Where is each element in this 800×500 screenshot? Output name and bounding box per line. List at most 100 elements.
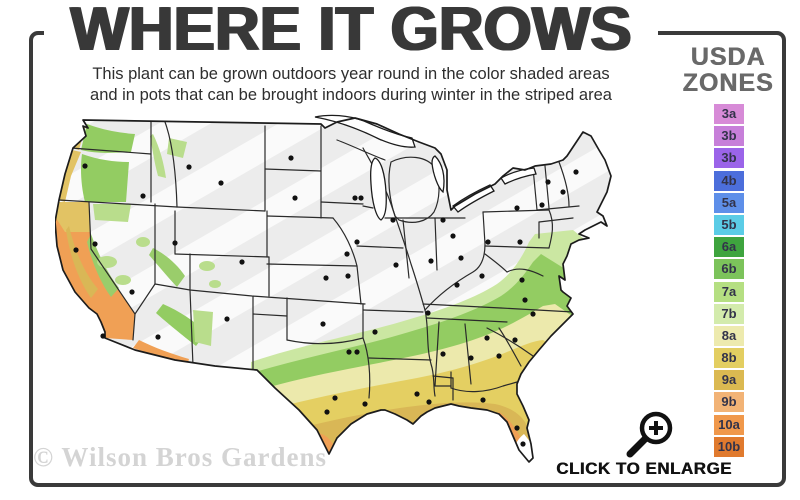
lake-erie <box>452 184 495 213</box>
city-dot <box>354 349 360 355</box>
usda-zones-heading: USDA ZONES <box>676 44 780 96</box>
city-dot <box>560 189 566 195</box>
new-mexico-green <box>193 310 213 346</box>
usda-heading-line-1: USDA <box>690 43 766 71</box>
colorado-green-patch <box>199 261 215 271</box>
city-dot <box>186 164 192 170</box>
city-dot <box>428 258 434 264</box>
city-dot <box>354 239 360 245</box>
city-dot <box>140 193 146 199</box>
city-dot <box>155 334 161 340</box>
city-dot <box>346 349 352 355</box>
city-dot <box>393 262 399 268</box>
city-dot <box>352 195 358 201</box>
city-dot <box>520 441 526 447</box>
oregon-coast-gold <box>58 150 81 202</box>
usda-zone-map[interactable] <box>55 114 655 466</box>
city-dot <box>362 401 368 407</box>
city-dot <box>332 395 338 401</box>
city-dot <box>288 155 294 161</box>
city-dot <box>390 217 396 223</box>
city-dot <box>414 391 420 397</box>
zone-swatch-9a: 9a <box>714 370 744 391</box>
usda-heading-line-2: ZONES <box>682 69 774 97</box>
us-outline <box>55 117 612 463</box>
city-dot <box>454 282 460 288</box>
lake-michigan <box>369 157 387 221</box>
city-dot <box>530 311 536 317</box>
zone-swatch-5a: 5a <box>714 192 744 213</box>
magnifier-plus-icon[interactable] <box>618 406 680 467</box>
city-dot <box>100 333 106 339</box>
zone-swatch-3a: 3a <box>714 104 744 124</box>
lake-superior <box>314 114 416 148</box>
city-dot <box>539 202 545 208</box>
zone-swatch-9b: 9b <box>714 392 744 413</box>
city-dot <box>573 169 579 175</box>
city-dot <box>545 179 551 185</box>
arizona-green <box>156 304 206 346</box>
city-dot <box>292 195 298 201</box>
city-dot <box>218 180 224 186</box>
california-north-gold <box>55 202 90 232</box>
zone-swatch-10b: 10b <box>714 436 744 457</box>
city-dot <box>440 217 446 223</box>
zone-swatch-8b: 8b <box>714 348 744 369</box>
page-title: WHERE IT GROWS <box>70 0 632 64</box>
city-dot <box>239 259 245 265</box>
city-dot <box>345 273 351 279</box>
zone-swatch-4b: 4b <box>714 170 744 191</box>
subtitle-line-2: and in pots that can be brought indoors … <box>90 86 612 104</box>
idaho-green <box>150 134 166 178</box>
city-dot <box>468 355 474 361</box>
click-to-enlarge-label[interactable]: CLICK TO ENLARGE <box>556 459 732 478</box>
city-dot <box>480 397 486 403</box>
city-dot <box>426 399 432 405</box>
city-dot <box>324 409 330 415</box>
lake-huron <box>431 155 445 194</box>
city-dot <box>129 289 135 295</box>
colorado-green-patch <box>209 280 221 288</box>
city-dot <box>372 329 378 335</box>
city-dot <box>450 233 456 239</box>
zone-swatch-3b: 3b <box>714 148 744 169</box>
zone-swatch-10a: 10a <box>714 414 744 435</box>
oregon-green <box>81 154 129 202</box>
utah-green <box>149 248 185 287</box>
city-dot <box>522 297 528 303</box>
city-dot <box>514 205 520 211</box>
city-dot <box>320 321 326 327</box>
nevada-green-patch <box>115 275 131 285</box>
city-dot <box>514 425 520 431</box>
city-dot <box>512 337 518 343</box>
city-dot <box>458 255 464 261</box>
city-dots <box>73 155 579 447</box>
city-dot <box>82 163 88 169</box>
map-fill-layers <box>55 118 611 462</box>
city-dot <box>496 353 502 359</box>
zone-swatch-5b: 5b <box>714 214 744 235</box>
washington-green <box>81 124 135 153</box>
subtitle-line-1: This plant can be grown outdoors year ro… <box>92 65 610 83</box>
california-ne-green <box>93 204 131 222</box>
zone-swatch-8a: 8a <box>714 325 744 346</box>
city-dot <box>92 241 98 247</box>
city-dot <box>517 239 523 245</box>
header: WHERE IT GROWS This plant can be grown o… <box>44 0 658 108</box>
zone-list: 3a 3b 3b 4b 5a 5b 6a 6b 7a 7b 8a 8b 9a 9b 10a 10b <box>714 104 744 459</box>
california-orange <box>55 202 135 340</box>
zone-swatch-7b: 7b <box>714 303 744 324</box>
lake-ontario <box>500 167 537 185</box>
zone-swatch-3b: 3b <box>714 126 744 147</box>
city-dot <box>484 335 490 341</box>
zone-swatch-6b: 6b <box>714 259 744 280</box>
city-dot <box>485 239 491 245</box>
city-dot <box>172 240 178 246</box>
watermark: © Wilson Bros Gardens <box>33 442 327 472</box>
city-dot <box>224 316 230 322</box>
city-dot <box>73 247 79 253</box>
florida-white-tip <box>514 434 534 462</box>
city-dot <box>519 277 525 283</box>
city-dot <box>479 273 485 279</box>
nevada-green-patch <box>136 237 150 247</box>
